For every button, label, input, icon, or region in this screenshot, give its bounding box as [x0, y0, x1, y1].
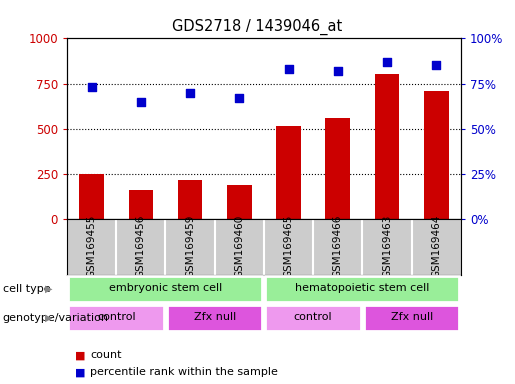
Text: GSM169455: GSM169455: [87, 215, 97, 278]
Point: [284, 66, 293, 72]
Point: [432, 62, 440, 68]
Text: GDS2718 / 1439046_at: GDS2718 / 1439046_at: [173, 19, 342, 35]
Text: GSM169464: GSM169464: [431, 215, 441, 278]
Bar: [265, 276, 459, 302]
Text: ■: ■: [75, 367, 85, 377]
Text: Zfx null: Zfx null: [194, 312, 236, 322]
Text: GSM169460: GSM169460: [234, 215, 244, 278]
Point: [235, 95, 244, 101]
Text: GSM169456: GSM169456: [136, 215, 146, 278]
Text: percentile rank within the sample: percentile rank within the sample: [90, 367, 278, 377]
Text: hematopoietic stem cell: hematopoietic stem cell: [295, 283, 430, 293]
Bar: [276, 126, 301, 219]
Text: count: count: [90, 350, 122, 360]
Bar: [68, 305, 164, 331]
Bar: [265, 305, 361, 331]
Bar: [79, 174, 104, 219]
Text: Zfx null: Zfx null: [390, 312, 433, 322]
Text: control: control: [97, 312, 135, 322]
Bar: [325, 118, 350, 219]
Text: ■: ■: [75, 350, 85, 360]
Text: control: control: [294, 312, 333, 322]
Text: genotype/variation: genotype/variation: [3, 313, 109, 323]
Text: GSM169459: GSM169459: [185, 215, 195, 278]
Point: [186, 89, 194, 96]
Text: ▶: ▶: [45, 313, 53, 323]
Bar: [68, 276, 263, 302]
Text: embryonic stem cell: embryonic stem cell: [109, 283, 222, 293]
Bar: [167, 305, 263, 331]
Text: GSM169466: GSM169466: [333, 215, 343, 278]
Bar: [129, 190, 153, 219]
Text: cell type: cell type: [3, 284, 50, 294]
Point: [383, 59, 391, 65]
Point: [136, 98, 145, 104]
Bar: [375, 74, 399, 219]
Bar: [227, 185, 252, 219]
Text: GSM169463: GSM169463: [382, 215, 392, 278]
Bar: [178, 180, 202, 219]
Point: [88, 84, 96, 90]
Point: [334, 68, 342, 74]
Text: ▶: ▶: [45, 284, 53, 294]
Bar: [424, 91, 449, 219]
Text: GSM169465: GSM169465: [284, 215, 294, 278]
Bar: [364, 305, 459, 331]
